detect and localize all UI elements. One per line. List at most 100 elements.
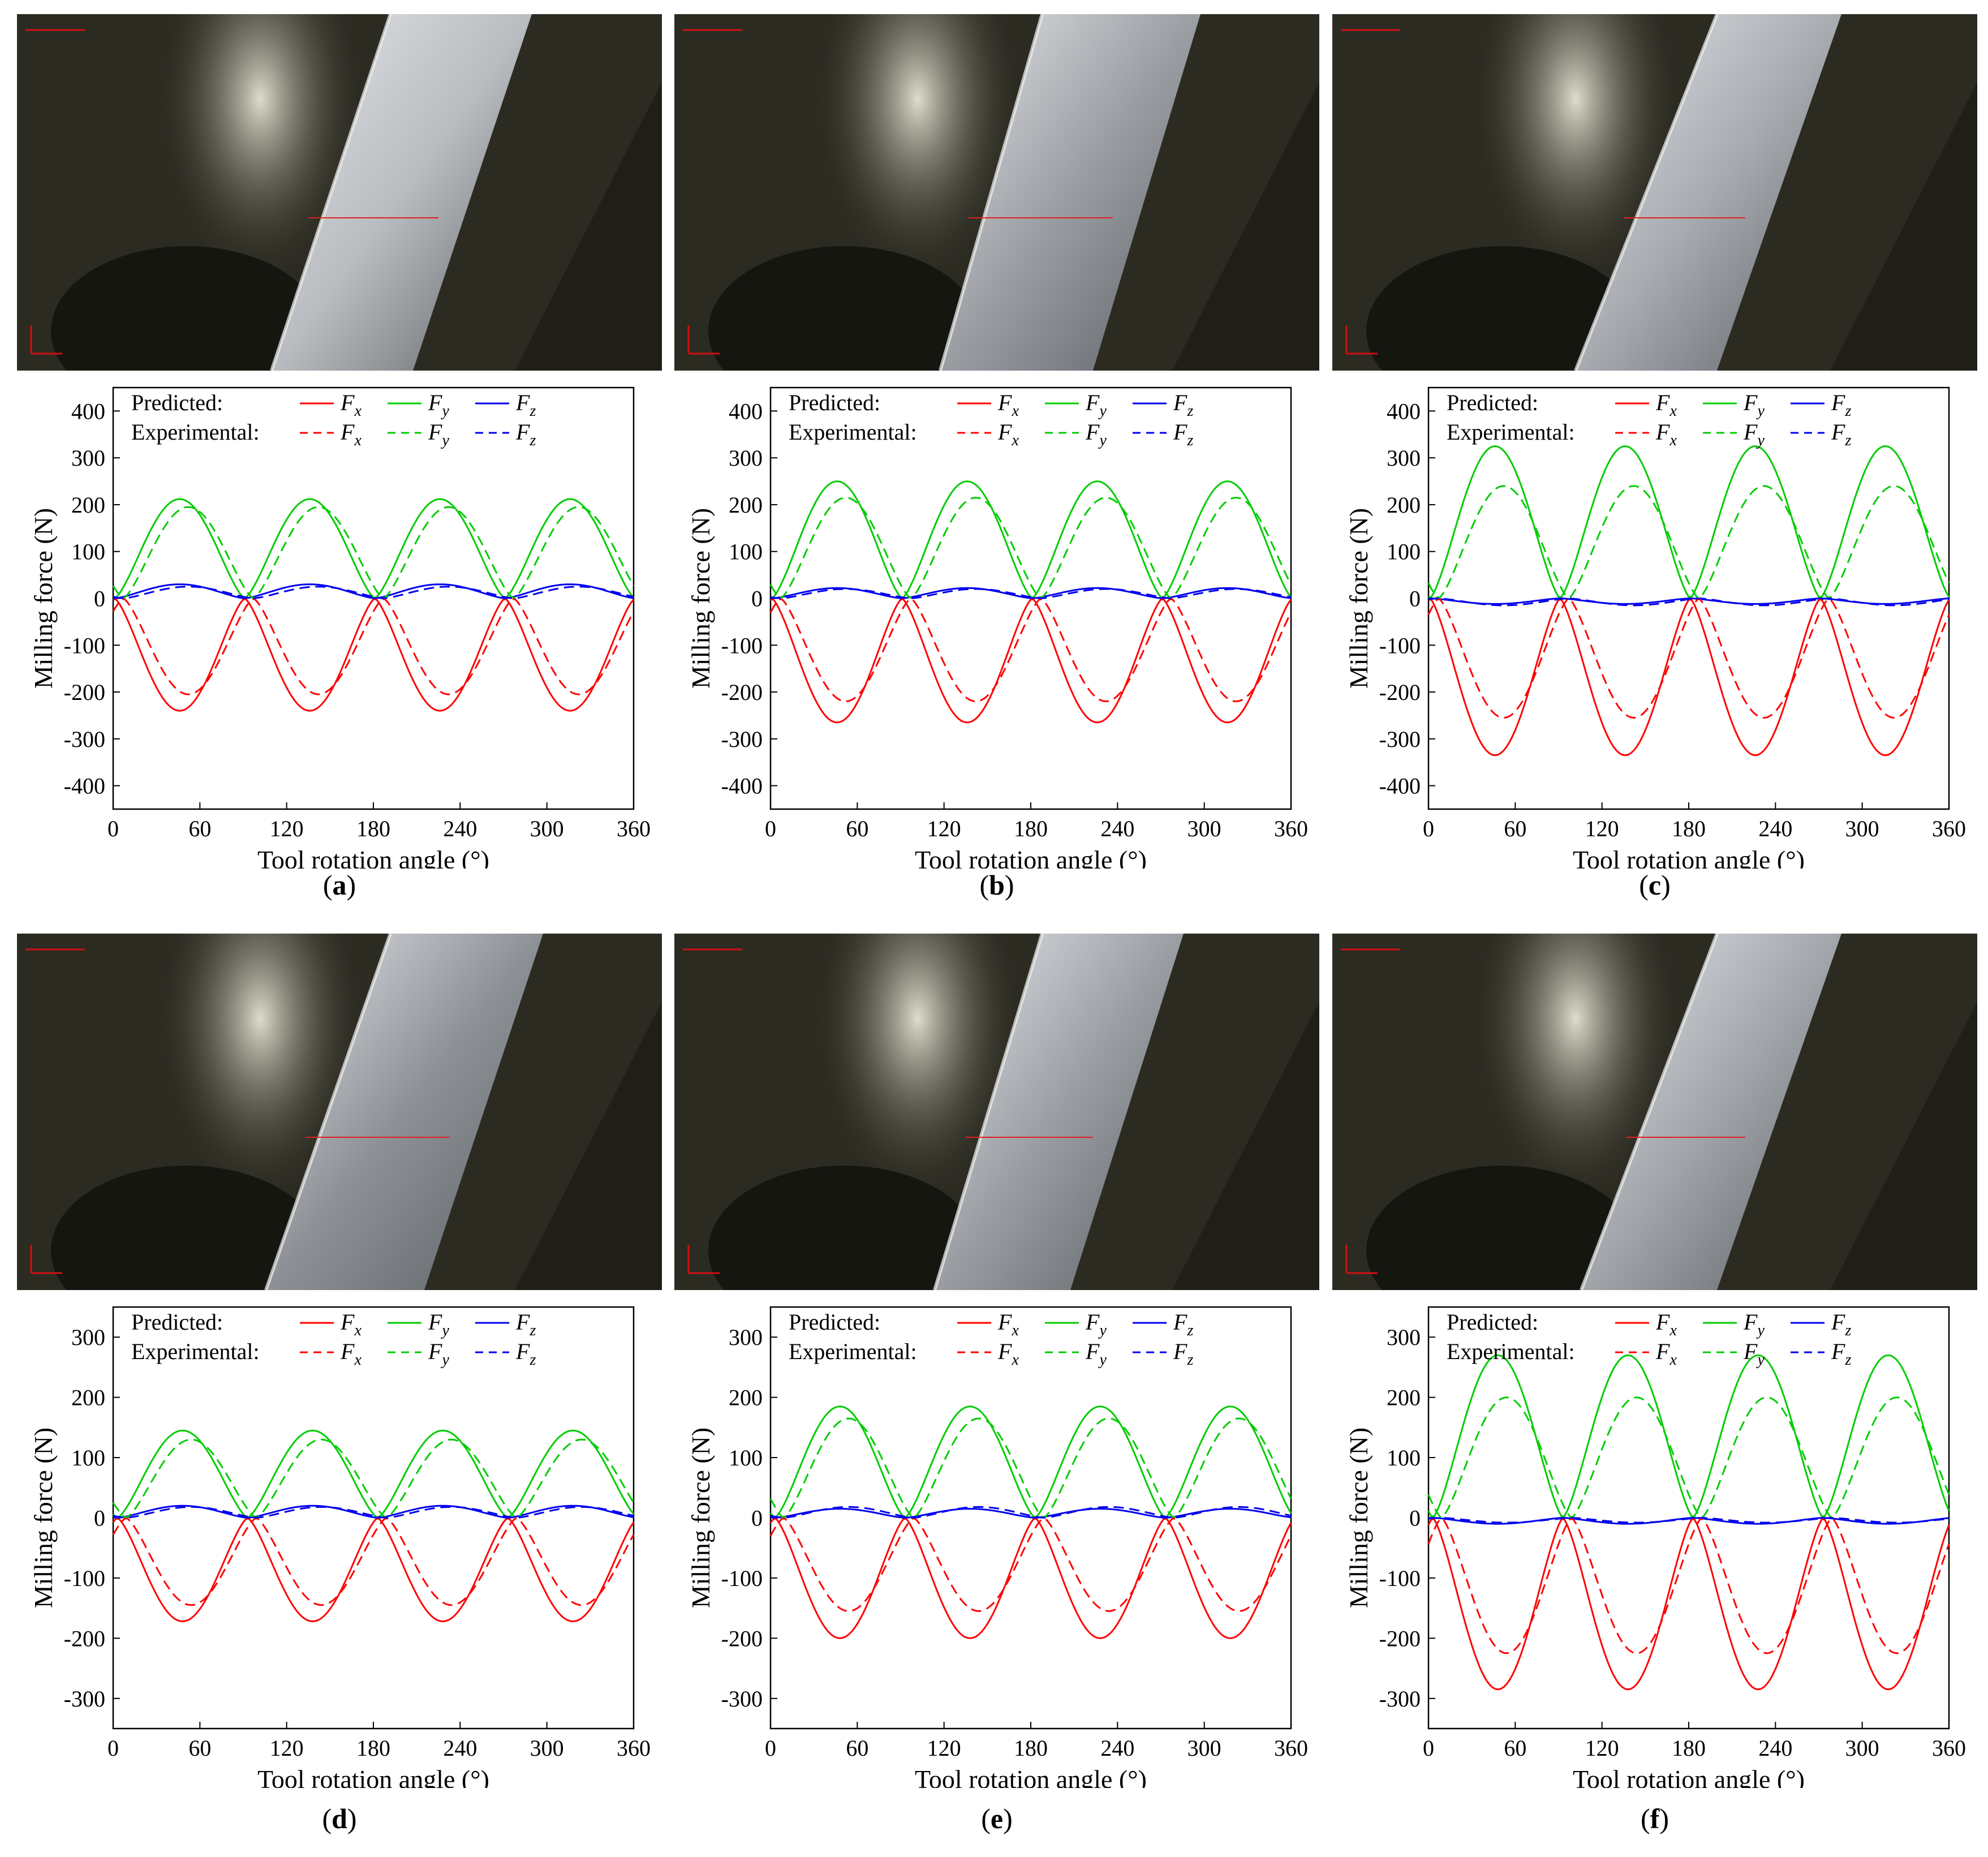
x-tick-label: 0 [1423,816,1434,841]
legend-subscript: x [1011,1351,1019,1369]
legend-subscript: y [1755,1322,1765,1339]
y-axis-label: Milling force (N) [1344,508,1373,689]
shadow [51,1166,322,1290]
legend-subscript: x [1669,402,1677,420]
series-fy-predicted [769,1405,1292,1518]
y-tick-label: -300 [721,727,763,752]
legend-entry-fy: Fy [1085,390,1107,420]
x-tick-label: 360 [1932,1735,1966,1761]
cutting-edge [1580,934,1719,1290]
figure-panel-b: 0 60 120 180 240 300 360 -400 -300 -200 -100 0 100 20… [674,14,1319,901]
x-tick-label: 60 [846,1735,868,1761]
tool-body-shadow [515,1001,662,1290]
y-tick-label: 100 [71,539,105,565]
legend-entry-fz: Fz [515,1309,536,1339]
y-tick-label: 0 [751,1506,763,1531]
light-glare [1474,934,1677,1200]
y-tick-label: 100 [71,1445,105,1471]
series-fz-experimental [770,588,1292,599]
y-tick-label: 400 [71,398,105,424]
legend-entry-fx: Fx [1655,419,1677,449]
light-glare [158,14,362,280]
series-fx-predicted [1428,599,1950,756]
legend-entry-fy: Fy [1743,1309,1765,1339]
legend-subscript: y [1098,432,1107,449]
legend-subscript: y [1755,432,1765,449]
tool-body-shadow [1172,82,1319,371]
series-fy-predicted [1428,445,1950,598]
y-tick-label: 0 [751,586,763,612]
legend-subscript: x [354,432,362,449]
legend-entry-fz: Fz [1173,1339,1193,1369]
legend-entry-fz: Fz [1831,1309,1851,1339]
legend-subscript: z [1186,402,1193,420]
y-tick-label: 400 [1387,398,1421,424]
series-fy-predicted [112,1429,635,1518]
y-tick-label: -100 [1379,1566,1421,1591]
series-fx-experimental [769,1518,1292,1613]
panel-caption-f: (f) [1641,1803,1669,1834]
legend-subscript: x [1011,432,1019,449]
y-tick-label: 400 [729,398,763,424]
x-tick-label: 120 [270,1735,304,1761]
y-tick-label: -400 [64,773,105,799]
legend-subscript: z [529,1322,536,1339]
tool-flank-face [940,14,1200,371]
legend-subscript: z [1186,1322,1193,1339]
legend-entry-fx: Fx [340,390,362,420]
legend-entry-fx: Fx [997,390,1019,420]
legend-subscript: x [1669,1322,1677,1339]
x-tick-label: 240 [1758,816,1792,841]
y-tick-label: 0 [1409,586,1421,612]
x-tick-label: 300 [530,816,564,841]
y-axis-label: Milling force (N) [29,1428,58,1608]
series-fz-experimental [770,1506,1292,1519]
shadow [708,246,980,371]
tool-flank-face [272,14,532,371]
x-tick-label: 60 [1504,816,1526,841]
series-fx-experimental [1427,1518,1950,1654]
y-tick-label: -200 [64,680,105,705]
x-tick-label: 360 [1932,816,1966,841]
milling-force-chart-c: 0 60 120 180 240 300 360 -400 -300 -200 -100 0 100 20… [1344,386,1966,869]
tool-wear-photo-e [674,934,1319,1290]
x-tick-label: 180 [1014,816,1048,841]
y-tick-label: 300 [729,1325,763,1350]
x-tick-label: 0 [107,1735,119,1761]
y-tick-label: -300 [64,727,105,752]
shadow [708,1166,980,1290]
y-tick-label: -300 [1379,727,1421,752]
y-tick-label: -100 [64,633,105,658]
milling-force-chart-a: 0 60 120 180 240 300 360 -400 -300 -200 -100 0 100 20… [29,386,651,869]
panel-caption-d: (d) [322,1803,357,1834]
y-tick-label: 100 [729,539,763,565]
legend-entry-fy: Fy [1085,1339,1107,1369]
x-tick-label: 360 [617,816,651,841]
legend-subscript: z [529,402,536,420]
tool-body-shadow [1172,1001,1319,1290]
legend-subscript: y [440,432,449,449]
legend-subscript: y [1098,402,1107,420]
tool-wear-photo-c [1332,14,1977,371]
legend-entry-fy: Fy [428,1309,449,1339]
tool-flank-face [1576,14,1841,371]
cutting-edge [1574,14,1719,371]
y-tick-label: -300 [1379,1686,1421,1712]
legend-entry-fz: Fz [1173,419,1193,449]
series-fy-predicted [1427,1354,1950,1518]
x-tick-label: 0 [107,816,119,841]
x-tick-label: 300 [1187,816,1221,841]
legend-subscript: z [1186,432,1193,449]
legend-subscript: y [440,1322,449,1339]
x-tick-label: 180 [356,816,390,841]
x-tick-label: 240 [1100,1735,1134,1761]
legend-entry-fx: Fx [997,1339,1019,1369]
tool-wear-photo-b [674,14,1319,371]
legend-entry-fy: Fy [1085,419,1107,449]
legend-subscript: z [1844,432,1851,449]
series-fz-experimental [1428,597,1950,607]
x-tick-label: 300 [1845,816,1879,841]
y-tick-label: -100 [64,1566,105,1591]
legend-entry-fz: Fz [1831,390,1851,420]
y-tick-label: 0 [94,586,105,612]
